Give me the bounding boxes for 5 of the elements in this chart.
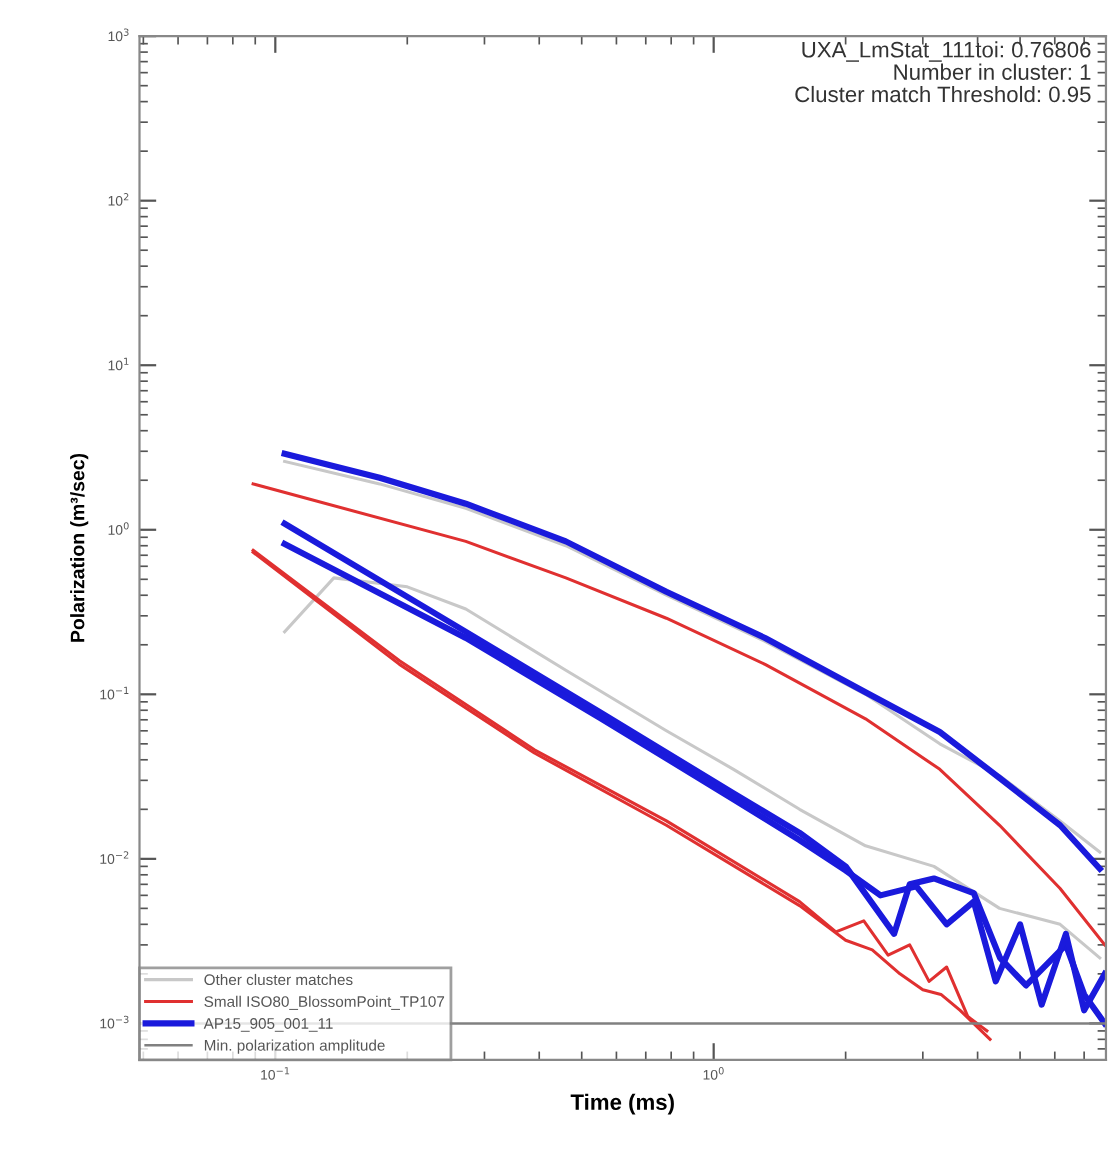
x-axis-title: Time (ms) [570, 1093, 674, 1115]
annotation: Cluster match Threshold: 0.95 [795, 85, 1091, 103]
y-axis-title: Polarization (m³/sec) [70, 453, 89, 642]
annotation: Number in cluster: 1 [894, 63, 1091, 80]
annotation: UXA_LmStat_111toi: 0.76806 [802, 41, 1091, 62]
